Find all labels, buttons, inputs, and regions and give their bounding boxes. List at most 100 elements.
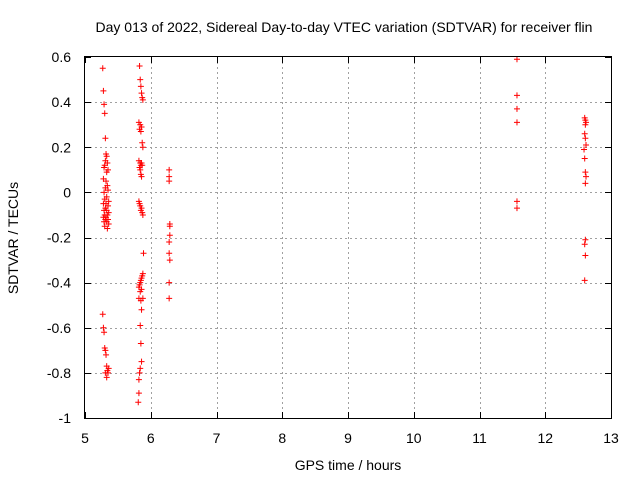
data-point (103, 169, 110, 176)
x-tick-label: 6 (147, 430, 155, 446)
data-point (166, 257, 173, 264)
data-point (100, 87, 107, 94)
data-point (135, 376, 142, 383)
data-point (135, 399, 142, 406)
data-point (137, 340, 144, 347)
data-point (101, 189, 108, 196)
data-point (135, 390, 142, 397)
data-point (138, 358, 145, 365)
data-point (138, 306, 145, 313)
data-point (137, 76, 144, 83)
data-point (166, 166, 173, 173)
y-tick-label: 0 (63, 184, 71, 200)
data-point (583, 173, 590, 180)
x-axis-label: GPS time / hours (295, 457, 402, 473)
data-point (139, 139, 146, 146)
data-point (101, 329, 108, 336)
data-point (582, 135, 589, 142)
data-point (101, 196, 108, 203)
data-point (166, 232, 173, 239)
y-tick-labels: -1 -0.8 -0.6 -0.4 -0.2 0 0.2 0.4 0.6 (47, 49, 71, 426)
data-point (513, 92, 520, 99)
data-point (103, 153, 110, 160)
data-point (166, 295, 173, 302)
data-point (513, 56, 520, 63)
y-tick-label: 0.6 (52, 49, 72, 65)
data-point (101, 164, 108, 171)
data-point (581, 155, 588, 162)
data-point (139, 144, 146, 151)
x-tick-label: 9 (344, 430, 352, 446)
data-point (582, 180, 589, 187)
data-point (101, 207, 108, 214)
data-point (105, 220, 112, 227)
data-point (166, 250, 173, 257)
y-tick-label: -0.2 (47, 230, 71, 246)
data-point (583, 141, 590, 148)
grid-lines (85, 57, 611, 418)
data-point (102, 135, 109, 142)
y-tick-label: -0.6 (47, 320, 71, 336)
data-point (102, 347, 109, 354)
data-point (103, 178, 110, 185)
data-point (513, 205, 520, 212)
data-point (138, 90, 145, 97)
data-point (581, 241, 588, 248)
x-tick-labels: 5 6 7 8 9 10 11 12 13 (81, 430, 619, 446)
data-point (139, 211, 146, 218)
data-point (513, 105, 520, 112)
data-point (102, 369, 109, 376)
data-point (105, 365, 112, 372)
data-point (582, 236, 589, 243)
data-point (166, 239, 173, 246)
data-point (513, 198, 520, 205)
data-point (101, 101, 108, 108)
data-point (581, 130, 588, 137)
x-tick-label: 8 (278, 430, 286, 446)
data-point (581, 146, 588, 153)
data-point (138, 173, 145, 180)
data-point (582, 252, 589, 259)
x-tick-label: 5 (81, 430, 89, 446)
y-tick-label: 0.2 (52, 139, 72, 155)
data-point (137, 297, 144, 304)
x-tick-label: 10 (406, 430, 422, 446)
data-point (99, 65, 106, 72)
data-point (103, 351, 110, 358)
data-point (581, 277, 588, 284)
data-point (103, 374, 110, 381)
plot-frame (84, 56, 612, 419)
y-axis-label: SDTVAR / TECUs (5, 182, 21, 294)
data-point (137, 166, 144, 173)
data-point (137, 83, 144, 90)
y-tick-label: -0.4 (47, 275, 71, 291)
data-point (101, 218, 108, 225)
data-point (582, 169, 589, 176)
y-tick-label: -1 (59, 410, 72, 426)
data-point (137, 322, 144, 329)
data-point (582, 121, 589, 128)
x-tick-label: 11 (472, 430, 487, 446)
data-point (513, 119, 520, 126)
x-tick-label: 13 (603, 430, 619, 446)
data-point (166, 223, 173, 230)
y-tick-label: 0.4 (52, 94, 72, 110)
data-point (100, 324, 107, 331)
data-point (166, 279, 173, 286)
data-point (136, 369, 143, 376)
y-tick-label: -0.8 (47, 365, 71, 381)
data-point (137, 288, 144, 295)
data-point (99, 311, 106, 318)
data-point (101, 110, 108, 117)
data-point (136, 63, 143, 70)
x-tick-label: 7 (213, 430, 221, 446)
data-point (140, 250, 147, 257)
chart-title: Day 013 of 2022, Sidereal Day-to-day VTE… (96, 19, 593, 35)
data-points (99, 56, 590, 406)
data-point (137, 365, 144, 372)
data-point (105, 187, 112, 194)
data-point (137, 128, 144, 135)
data-point (104, 225, 111, 232)
data-point (139, 96, 146, 103)
